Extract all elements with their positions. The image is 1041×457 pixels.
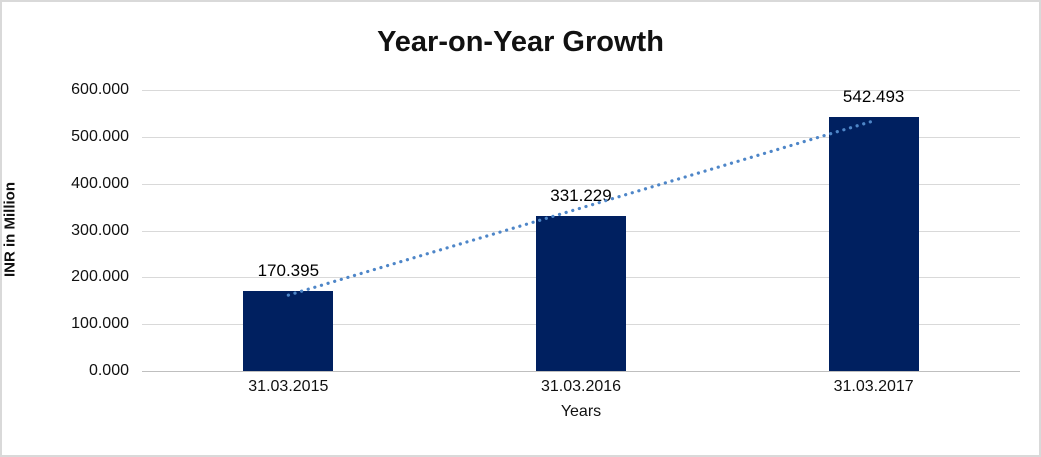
x-tick-label: 31.03.2016 <box>540 378 622 395</box>
chart-title: Year-on-Year Growth <box>377 26 664 58</box>
y-axis-title: INR in Million <box>1 182 19 277</box>
bar-data-label: 170.395 <box>257 261 320 281</box>
y-tick-label: 400.000 <box>71 175 129 192</box>
x-tick-label: 31.03.2017 <box>833 378 914 395</box>
x-tick-label: 31.03.2015 <box>248 378 329 395</box>
y-tick-label: 300.000 <box>71 222 129 239</box>
y-tick-label: 0.000 <box>88 362 129 379</box>
bar <box>243 291 334 371</box>
y-tick-label: 500.000 <box>71 128 129 145</box>
y-tick-label: 100.000 <box>71 315 129 332</box>
bar-data-label: 331.229 <box>550 185 612 205</box>
y-tick-label: 200.000 <box>71 268 129 285</box>
bar-data-label: 542.493 <box>842 86 905 106</box>
y-tick-label: 600.000 <box>71 81 129 98</box>
bar <box>828 116 919 371</box>
x-axis-line <box>142 371 1020 372</box>
bar <box>536 215 626 371</box>
gridline <box>142 90 1020 91</box>
x-axis-title: Years <box>560 403 602 420</box>
